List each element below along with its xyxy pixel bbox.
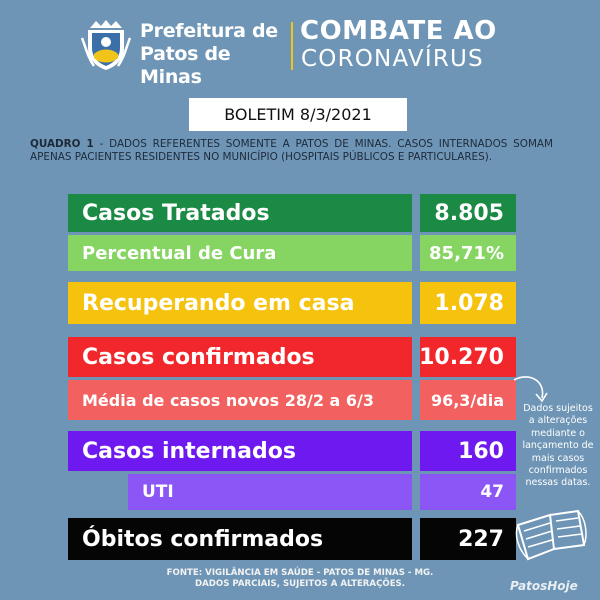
casos-internados-label: Casos internados xyxy=(68,431,412,471)
brand-watermark: PatosHoje xyxy=(510,579,578,593)
header-divider xyxy=(291,22,293,70)
source-line2: DADOS PARCIAIS, SUJEITOS A ALTERAÇÕES. xyxy=(194,579,406,589)
prefeitura-name: Prefeitura de Patos de Minas xyxy=(140,20,290,89)
uti-label: UTI xyxy=(128,474,412,510)
media-casos-novos-value: 96,3/dia xyxy=(420,380,516,420)
prefeitura-line2: Patos de Minas xyxy=(140,43,231,88)
media-casos-novos-label: Média de casos novos 28/2 a 6/3 xyxy=(68,380,412,420)
obitos-confirmados-label: Óbitos confirmados xyxy=(68,518,412,560)
source-line1: FONTE: VIGILÂNCIA EM SAÚDE - PATOS DE MI… xyxy=(166,568,434,578)
campaign-title-line2: CORONAVÍRUS xyxy=(301,46,484,72)
casos-tratados-value: 8.805 xyxy=(420,194,516,232)
source-footer: FONTE: VIGILÂNCIA EM SAÚDE - PATOS DE MI… xyxy=(0,568,600,590)
obitos-confirmados-value: 227 xyxy=(420,518,516,560)
casos-tratados-label: Casos Tratados xyxy=(68,194,412,232)
curved-arrow-icon xyxy=(513,376,548,403)
casos-confirmados-label: Casos confirmados xyxy=(68,337,412,377)
uti-value: 47 xyxy=(420,474,516,510)
quadro-text: - DADOS REFERENTES SOMENTE A PATOS DE MI… xyxy=(30,138,553,163)
campaign-title-line1: COMBATE AO xyxy=(300,16,497,46)
city-crest-icon xyxy=(80,20,132,70)
casos-internados-value: 160 xyxy=(420,431,516,471)
recuperando-casa-label: Recuperando em casa xyxy=(68,282,412,324)
recuperando-casa-value: 1.078 xyxy=(420,282,516,324)
casos-confirmados-value: 10.270 xyxy=(419,337,516,377)
face-mask-icon xyxy=(515,509,587,561)
disclaimer-note: Dados sujeitos a alterações mediante o l… xyxy=(522,403,594,489)
percentual-cura-value: 85,71% xyxy=(420,235,516,271)
header: Prefeitura de Patos de Minas COMBATE AO … xyxy=(0,0,600,90)
boletim-date: BOLETIM 8/3/2021 xyxy=(189,98,407,131)
percentual-cura-label: Percentual de Cura xyxy=(68,235,412,271)
prefeitura-line1: Prefeitura de xyxy=(140,20,278,42)
quadro-description: QUADRO 1 - DADOS REFERENTES SOMENTE A PA… xyxy=(30,138,553,164)
quadro-label: QUADRO 1 xyxy=(30,138,94,150)
